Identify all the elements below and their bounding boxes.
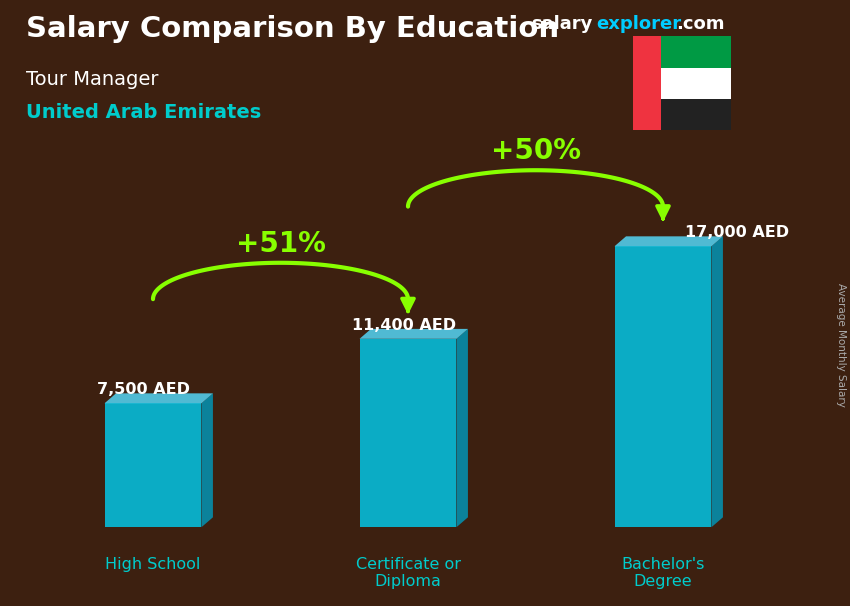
Text: Bachelor's
Degree: Bachelor's Degree (621, 557, 705, 590)
Text: +51%: +51% (235, 230, 326, 258)
Text: explorer: explorer (597, 15, 682, 33)
Text: .com: .com (676, 15, 724, 33)
Polygon shape (456, 329, 468, 527)
Text: 17,000 AED: 17,000 AED (684, 225, 789, 241)
Polygon shape (201, 393, 212, 527)
Text: salary: salary (531, 15, 592, 33)
Polygon shape (105, 393, 212, 403)
Bar (633, 36, 661, 130)
Text: Certificate or
Diploma: Certificate or Diploma (355, 557, 461, 590)
Text: Average Monthly Salary: Average Monthly Salary (836, 284, 846, 407)
Text: +50%: +50% (490, 138, 581, 165)
Polygon shape (711, 236, 722, 527)
Text: 7,500 AED: 7,500 AED (97, 382, 190, 398)
Text: 11,400 AED: 11,400 AED (352, 318, 456, 333)
Polygon shape (360, 329, 468, 339)
Bar (360, 339, 456, 527)
Bar (633, 99, 731, 130)
Bar (105, 403, 201, 527)
Text: Tour Manager: Tour Manager (26, 70, 158, 88)
Text: Salary Comparison By Education: Salary Comparison By Education (26, 15, 558, 43)
Text: United Arab Emirates: United Arab Emirates (26, 103, 261, 122)
Bar (633, 68, 731, 99)
Bar (615, 246, 711, 527)
Polygon shape (615, 236, 722, 246)
Text: High School: High School (105, 557, 201, 572)
Bar (633, 36, 731, 68)
